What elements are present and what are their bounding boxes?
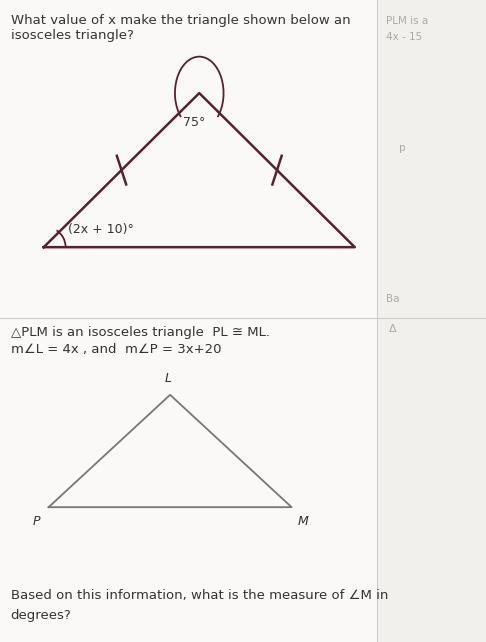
Text: Δ: Δ: [389, 324, 397, 334]
Text: Based on this information, what is the measure of ∠M in: Based on this information, what is the m…: [11, 589, 388, 602]
Text: △PLM is an isosceles triangle  PL ≅ ML.: △PLM is an isosceles triangle PL ≅ ML.: [11, 326, 270, 339]
Text: 75°: 75°: [183, 116, 206, 128]
Text: m∠L = 4x , and  m∠P = 3x+20: m∠L = 4x , and m∠P = 3x+20: [11, 343, 221, 356]
Text: p: p: [399, 143, 405, 153]
Text: Ba: Ba: [386, 293, 400, 304]
Text: (2x + 10)°: (2x + 10)°: [68, 223, 134, 236]
Text: L: L: [165, 372, 172, 385]
Text: M: M: [297, 515, 308, 528]
Text: 4x - 15: 4x - 15: [386, 32, 423, 42]
Text: P: P: [33, 515, 40, 528]
Text: What value of x make the triangle shown below an
isosceles triangle?: What value of x make the triangle shown …: [11, 14, 350, 42]
Text: PLM is a: PLM is a: [386, 16, 429, 26]
FancyBboxPatch shape: [0, 0, 377, 642]
Text: degrees?: degrees?: [11, 609, 71, 621]
